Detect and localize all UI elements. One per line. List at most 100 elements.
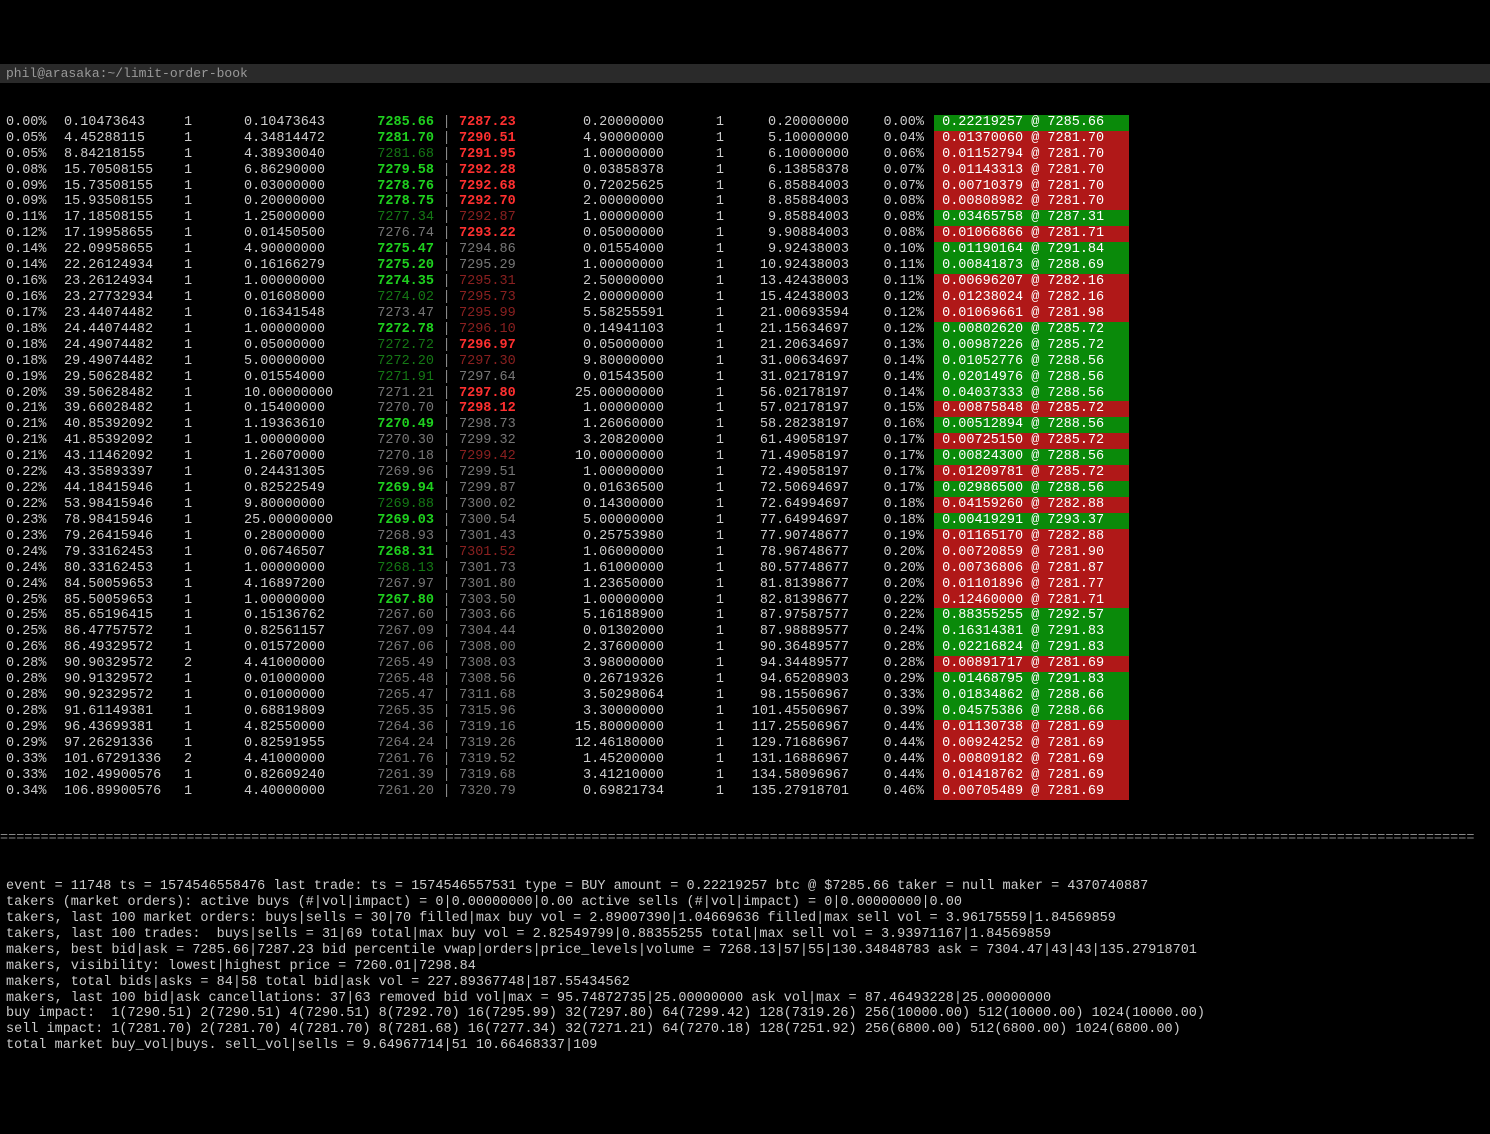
bid-pct: 0.24% xyxy=(6,561,64,577)
bid-count: 1 xyxy=(184,163,244,179)
separator: | xyxy=(434,210,459,226)
bid-cum-vol: 43.35893397 xyxy=(64,465,184,481)
bid-count: 1 xyxy=(184,290,244,306)
bid-vol: 4.40000000 xyxy=(244,784,359,800)
bid-cum-vol: 23.27732934 xyxy=(64,290,184,306)
footer-line: makers, best bid|ask = 7285.66|7287.23 b… xyxy=(6,943,1484,959)
bid-cum-vol: 0.10473643 xyxy=(64,115,184,131)
ask-count: 1 xyxy=(664,593,724,609)
bid-count: 2 xyxy=(184,656,244,672)
order-book-row: 0.25%85.6519641510.151367627267.60|7303.… xyxy=(6,608,1484,624)
ask-vol: 0.14300000 xyxy=(534,497,664,513)
footer-line: takers, last 100 market orders: buys|sel… xyxy=(6,911,1484,927)
ask-price: 7292.28 xyxy=(459,163,534,179)
bid-price: 7272.72 xyxy=(359,338,434,354)
recent-trade: 0.01370060 @ 7281.70 xyxy=(934,131,1129,147)
ask-price: 7319.52 xyxy=(459,752,534,768)
ask-count: 1 xyxy=(664,529,724,545)
ask-pct: 0.11% xyxy=(849,274,924,290)
bid-vol: 25.00000000 xyxy=(244,513,359,529)
ask-price: 7315.96 xyxy=(459,704,534,720)
ask-price: 7292.87 xyxy=(459,210,534,226)
bid-cum-vol: 44.18415946 xyxy=(64,481,184,497)
order-book-row: 0.14%22.2612493410.161662797275.20|7295.… xyxy=(6,258,1484,274)
ask-vol: 5.16188900 xyxy=(534,608,664,624)
ask-pct: 0.44% xyxy=(849,768,924,784)
ask-cum-vol: 94.65208903 xyxy=(724,672,849,688)
ask-pct: 0.17% xyxy=(849,481,924,497)
ask-pct: 0.29% xyxy=(849,672,924,688)
bid-pct: 0.18% xyxy=(6,354,64,370)
bid-pct: 0.28% xyxy=(6,704,64,720)
recent-trade: 0.00802620 @ 7285.72 xyxy=(934,322,1129,338)
order-book-row: 0.22%53.9841594619.800000007269.88|7300.… xyxy=(6,497,1484,513)
order-book-row: 0.28%90.9032957224.410000007265.49|7308.… xyxy=(6,656,1484,672)
recent-trade: 0.02986500 @ 7288.56 xyxy=(934,481,1129,497)
separator: | xyxy=(434,497,459,513)
bid-cum-vol: 97.26291336 xyxy=(64,736,184,752)
ask-pct: 0.00% xyxy=(849,115,924,131)
ask-vol: 0.26719326 xyxy=(534,672,664,688)
order-book-row: 0.09%15.9350815510.200000007278.75|7292.… xyxy=(6,194,1484,210)
ask-pct: 0.28% xyxy=(849,640,924,656)
ask-pct: 0.10% xyxy=(849,242,924,258)
ask-pct: 0.19% xyxy=(849,529,924,545)
bid-vol: 5.00000000 xyxy=(244,354,359,370)
order-book-row: 0.21%43.1146209211.260700007270.18|7299.… xyxy=(6,449,1484,465)
order-book-row: 0.18%29.4907448215.000000007272.20|7297.… xyxy=(6,354,1484,370)
bid-vol: 0.16166279 xyxy=(244,258,359,274)
ask-vol: 0.01543500 xyxy=(534,370,664,386)
ask-pct: 0.04% xyxy=(849,131,924,147)
ask-pct: 0.13% xyxy=(849,338,924,354)
bid-vol: 0.82609240 xyxy=(244,768,359,784)
bid-price: 7281.70 xyxy=(359,131,434,147)
ask-vol: 1.00000000 xyxy=(534,258,664,274)
bid-vol: 0.01000000 xyxy=(244,672,359,688)
order-book-row: 0.11%17.1850815511.250000007277.34|7292.… xyxy=(6,210,1484,226)
bid-price: 7268.13 xyxy=(359,561,434,577)
ask-cum-vol: 87.97587577 xyxy=(724,608,849,624)
bid-price: 7269.94 xyxy=(359,481,434,497)
ask-cum-vol: 9.90884003 xyxy=(724,226,849,242)
ask-price: 7319.26 xyxy=(459,736,534,752)
bid-count: 1 xyxy=(184,465,244,481)
bid-price: 7270.70 xyxy=(359,401,434,417)
ask-vol: 1.26060000 xyxy=(534,417,664,433)
bid-pct: 0.14% xyxy=(6,258,64,274)
bid-count: 1 xyxy=(184,401,244,417)
recent-trade: 0.01209781 @ 7285.72 xyxy=(934,465,1129,481)
ask-cum-vol: 6.10000000 xyxy=(724,147,849,163)
recent-trade: 0.04575386 @ 7288.66 xyxy=(934,704,1129,720)
bid-pct: 0.05% xyxy=(6,131,64,147)
bid-pct: 0.22% xyxy=(6,481,64,497)
bid-vol: 0.82522549 xyxy=(244,481,359,497)
bid-count: 1 xyxy=(184,577,244,593)
ask-vol: 15.80000000 xyxy=(534,720,664,736)
ask-cum-vol: 21.00693594 xyxy=(724,306,849,322)
bid-price: 7272.78 xyxy=(359,322,434,338)
ask-cum-vol: 13.42438003 xyxy=(724,274,849,290)
recent-trade: 0.01130738 @ 7281.69 xyxy=(934,720,1129,736)
divider-line: ========================================… xyxy=(0,831,1490,847)
bid-vol: 0.10473643 xyxy=(244,115,359,131)
ask-price: 7299.42 xyxy=(459,449,534,465)
ask-count: 1 xyxy=(664,624,724,640)
recent-trade: 0.00875848 @ 7285.72 xyxy=(934,401,1129,417)
separator: | xyxy=(434,163,459,179)
ask-count: 1 xyxy=(664,274,724,290)
ask-price: 7296.97 xyxy=(459,338,534,354)
window-title: phil@arasaka:~/limit-order-book xyxy=(0,64,1490,83)
ask-cum-vol: 0.20000000 xyxy=(724,115,849,131)
bid-cum-vol: 23.44074482 xyxy=(64,306,184,322)
bid-price: 7265.49 xyxy=(359,656,434,672)
ask-vol: 0.01636500 xyxy=(534,481,664,497)
recent-trade: 0.03465758 @ 7287.31 xyxy=(934,210,1129,226)
ask-count: 1 xyxy=(664,465,724,481)
bid-cum-vol: 39.50628482 xyxy=(64,386,184,402)
ask-vol: 2.00000000 xyxy=(534,290,664,306)
bid-count: 1 xyxy=(184,417,244,433)
ask-cum-vol: 31.02178197 xyxy=(724,370,849,386)
ask-count: 1 xyxy=(664,131,724,147)
separator: | xyxy=(434,433,459,449)
bid-price: 7273.47 xyxy=(359,306,434,322)
